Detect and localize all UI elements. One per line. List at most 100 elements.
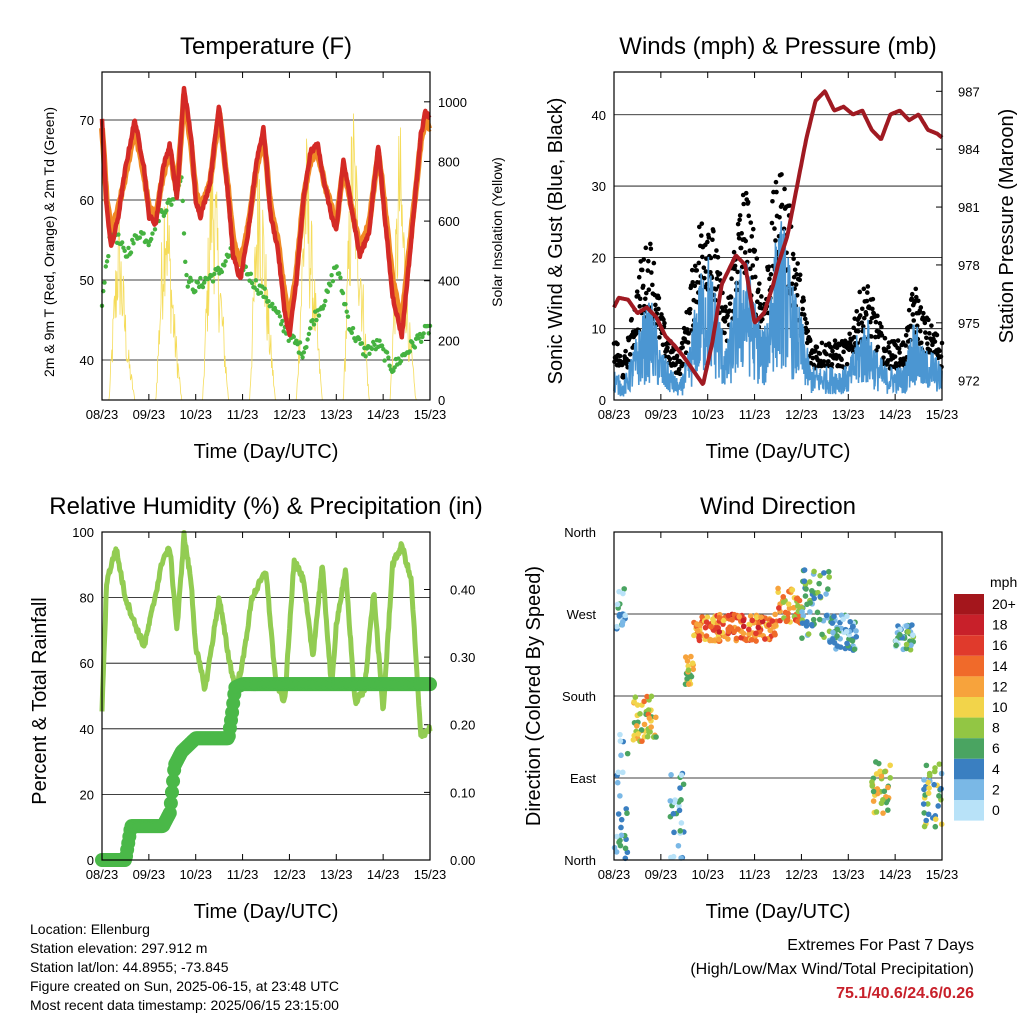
dewpoint-point: [141, 231, 146, 236]
gust-point: [745, 199, 751, 205]
dewpoint-point: [150, 231, 155, 236]
gust-point: [851, 334, 857, 340]
gust-point: [861, 286, 867, 292]
legend-label: 10: [992, 699, 1008, 715]
gust-point: [699, 221, 705, 226]
direction-point: [685, 663, 692, 669]
gust-point: [710, 237, 715, 243]
legend-swatch: [954, 800, 984, 821]
legend-swatch: [954, 758, 984, 780]
direction-point: [811, 595, 817, 602]
dewpoint-point: [104, 259, 110, 264]
gust-point: [749, 234, 755, 239]
gust-point: [752, 274, 758, 280]
gust-point: [645, 268, 651, 273]
chart-panel-3: Relative Humidity (%) & Precipitation (i…: [29, 493, 483, 923]
y2-tick-label: 978: [958, 258, 980, 273]
y-tick-label: North: [564, 853, 596, 868]
y2-axis-label: Solar Insolation (Yellow): [489, 157, 505, 307]
dewpoint-point: [418, 339, 424, 345]
y-tick-label: 80: [80, 591, 94, 606]
direction-point: [905, 628, 911, 635]
gust-point: [897, 350, 902, 355]
direction-point: [644, 733, 651, 740]
dewpoint-point: [305, 337, 310, 342]
direction-point: [753, 638, 759, 644]
x-tick-label: 12/23: [273, 867, 306, 882]
dewpoint-point: [349, 330, 354, 336]
direction-point: [613, 849, 620, 855]
gust-point: [870, 306, 875, 312]
gust-point: [674, 353, 680, 359]
direction-point: [938, 785, 944, 792]
gust-point: [873, 319, 879, 325]
dewpoint-point: [344, 309, 349, 314]
dewpoint-point: [106, 253, 111, 259]
gust-point: [800, 306, 806, 312]
dewpoint-point: [249, 280, 255, 286]
gust-point: [937, 348, 942, 354]
dewpoint-point: [398, 358, 404, 364]
y2-tick-label: 800: [438, 154, 460, 169]
y-tick-label: East: [570, 771, 596, 786]
dewpoint-point: [311, 322, 317, 327]
gust-point: [779, 172, 784, 177]
y2-tick-label: 972: [958, 374, 980, 389]
direction-point: [926, 785, 932, 791]
direction-point: [652, 714, 659, 721]
y2-tick-label: 987: [958, 84, 980, 99]
legend-swatch: [954, 697, 984, 718]
dewpoint-point: [391, 368, 396, 374]
direction-point: [668, 772, 674, 778]
direction-point: [784, 617, 791, 624]
gust-point: [633, 331, 639, 336]
figure-created: Figure created on Sun, 2025-06-15, at 23…: [30, 978, 339, 994]
legend-swatch: [954, 779, 984, 800]
dewpoint-point: [276, 309, 281, 315]
x-tick-label: 13/23: [320, 867, 353, 882]
gust-point: [832, 338, 838, 343]
direction-point: [844, 640, 850, 647]
gust-point: [777, 215, 782, 220]
direction-point: [747, 613, 754, 619]
y-tick-label: 40: [80, 353, 94, 368]
gust-point: [732, 263, 738, 269]
gust-point: [790, 251, 796, 257]
gust-point: [913, 294, 919, 300]
direction-point: [689, 660, 696, 667]
gust-point: [819, 340, 825, 346]
gust-point: [705, 239, 710, 245]
x-tick-label: 14/23: [367, 867, 400, 882]
y2-tick-label: 0.20: [450, 718, 475, 733]
gust-point: [870, 296, 876, 302]
chart-title: Wind Direction: [700, 493, 856, 520]
direction-point: [853, 634, 860, 640]
series-line-sonic-wind: [613, 221, 943, 397]
gust-point: [909, 291, 915, 297]
direction-point: [808, 621, 815, 628]
dewpoint-point: [416, 336, 421, 341]
dewpoint-point: [307, 326, 313, 331]
dewpoint-point: [263, 295, 269, 300]
direction-point: [677, 828, 684, 834]
gust-point: [879, 333, 885, 338]
direction-point: [753, 614, 760, 621]
direction-point: [769, 618, 776, 624]
dewpoint-point: [149, 236, 154, 242]
series-dewpoint: [99, 175, 433, 374]
direction-point: [611, 844, 618, 851]
gust-point: [922, 320, 928, 326]
dewpoint-point: [420, 334, 425, 340]
direction-point: [903, 623, 910, 629]
direction-point: [936, 793, 942, 799]
x-tick-label: 11/23: [227, 407, 259, 422]
dewpoint-point: [119, 240, 125, 245]
direction-point: [806, 579, 813, 585]
gust-point: [755, 299, 760, 305]
direction-point: [936, 761, 943, 767]
dewpoint-point: [102, 280, 107, 285]
gust-point: [741, 201, 746, 207]
series-wind-direction: [611, 567, 945, 862]
direction-point: [885, 807, 891, 813]
gust-point: [706, 235, 712, 240]
